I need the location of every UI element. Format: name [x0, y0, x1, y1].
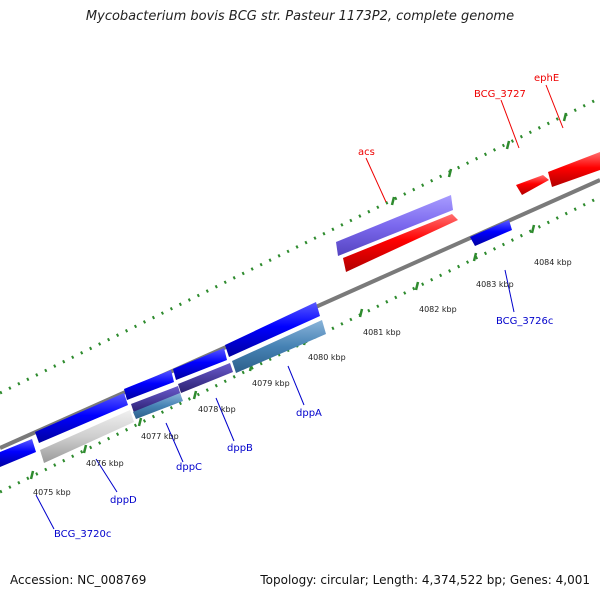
label-BCG_3720c: BCG_3720c: [54, 529, 111, 540]
genome-summary-text: Topology: circular; Length: 4,374,522 bp…: [260, 573, 590, 587]
gene-acs[interactable]: [336, 195, 453, 256]
red-label-leaders: [365, 84, 564, 203]
label-BCG_3727: BCG_3727: [474, 89, 526, 100]
gene-dppB[interactable]: [178, 363, 233, 393]
label-ephE: ephE: [534, 73, 559, 84]
gene-dppD[interactable]: [40, 410, 134, 463]
scale-label: 4078 kbp: [198, 405, 236, 414]
label-dppB: dppB: [227, 443, 253, 454]
scale-label: 4083 kbp: [476, 280, 514, 289]
scale-label: 4076 kbp: [86, 459, 124, 468]
scale-label: 4081 kbp: [363, 328, 401, 337]
label-dppA: dppA: [296, 408, 322, 419]
gene-dppA[interactable]: [232, 320, 326, 373]
gene-dppC-steel[interactable]: [133, 393, 183, 419]
accession-text: Accession: NC_008769: [10, 573, 147, 587]
scale-label: 4080 kbp: [308, 353, 346, 362]
map-title: Mycobacterium bovis BCG str. Pasteur 117…: [85, 9, 515, 24]
gene-dppD-blue[interactable]: [35, 393, 128, 443]
gene-BCG_3720c[interactable]: [0, 439, 36, 467]
scale-label: 4077 kbp: [141, 432, 179, 441]
gene-BCG_3727[interactable]: [516, 175, 549, 195]
label-dppC: dppC: [176, 462, 202, 473]
scale-label: 4075 kbp: [33, 488, 71, 497]
scale-label: 4084 kbp: [534, 258, 572, 267]
inner-tick-ring: [0, 195, 600, 494]
outer-tick-ring: [0, 96, 600, 395]
gene-dppC[interactable]: [131, 386, 181, 413]
label-dppD: dppD: [110, 495, 137, 506]
gene-ephE[interactable]: [548, 152, 600, 187]
label-BCG_3726c: BCG_3726c: [496, 316, 553, 327]
outer-major-ticks: [390, 112, 568, 206]
scale-label: 4079 kbp: [252, 379, 290, 388]
gene-forward-red[interactable]: [343, 214, 458, 272]
scale-label: 4082 kbp: [419, 305, 457, 314]
label-acs: acs: [358, 147, 375, 158]
gene-dpp-big-blue[interactable]: [225, 302, 320, 357]
gene-dppC-blue[interactable]: [124, 370, 174, 400]
gene-BCG_3726c[interactable]: [470, 220, 512, 246]
scale-labels: 4075 kbp 4076 kbp 4077 kbp 4078 kbp 4079…: [33, 258, 572, 497]
blue-label-leaders: [35, 269, 515, 530]
gene-dppB-blue[interactable]: [173, 348, 227, 380]
